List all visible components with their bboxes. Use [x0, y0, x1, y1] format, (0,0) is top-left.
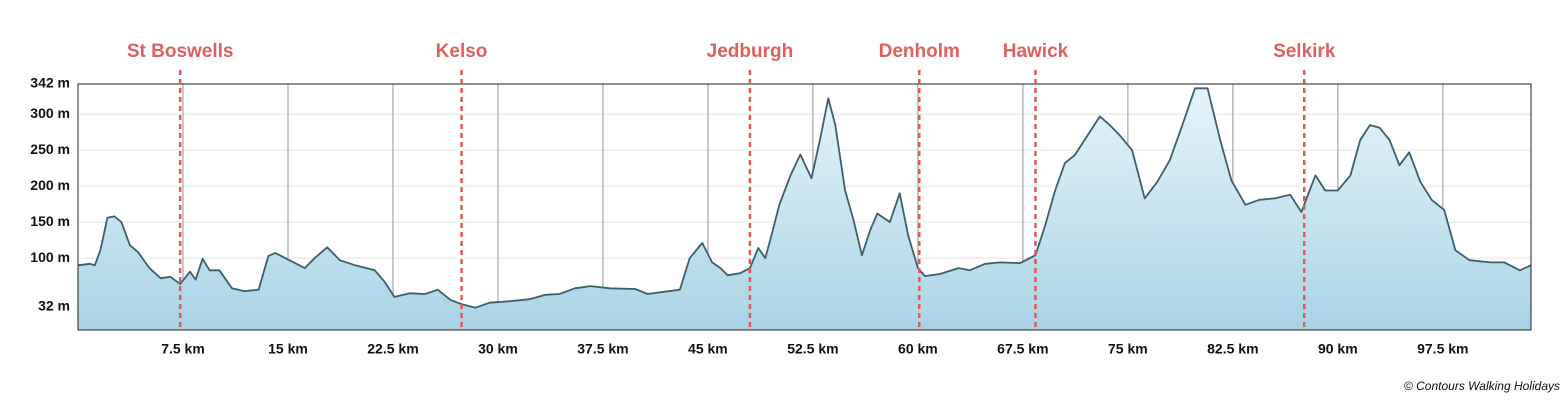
- town-label: St Boswells: [127, 41, 234, 62]
- x-tick-label: 90 km: [1318, 341, 1358, 357]
- y-tick-label: 250 m: [30, 141, 70, 157]
- x-tick-label: 30 km: [478, 341, 518, 357]
- elevation-area: [78, 88, 1531, 330]
- y-tick-label: 200 m: [30, 177, 70, 193]
- x-tick-label: 60 km: [898, 341, 938, 357]
- town-label: Kelso: [436, 41, 488, 62]
- x-tick-label: 75 km: [1108, 341, 1148, 357]
- x-tick-label: 7.5 km: [161, 341, 205, 357]
- x-tick-label: 82.5 km: [1207, 341, 1258, 357]
- y-tick-label: 300 m: [30, 105, 70, 121]
- y-tick-label: 150 m: [30, 213, 70, 229]
- y-tick-label: 32 m: [38, 298, 70, 314]
- town-label: Jedburgh: [707, 41, 794, 62]
- elevation-line: [77, 87, 1532, 309]
- plot-border: [77, 83, 1532, 331]
- x-tick-label: 67.5 km: [997, 341, 1048, 357]
- town-label: Denholm: [879, 41, 960, 62]
- town-label: Hawick: [1003, 41, 1069, 62]
- x-tick-label: 37.5 km: [577, 341, 628, 357]
- y-tick-label: 342 m: [30, 75, 70, 91]
- y-tick-label: 100 m: [30, 249, 70, 265]
- x-tick-label: 22.5 km: [367, 341, 418, 357]
- x-tick-label: 97.5 km: [1417, 341, 1468, 357]
- credit: © Contours Walking Holidays: [1404, 379, 1560, 393]
- x-tick-label: 15 km: [268, 341, 308, 357]
- town-label: Selkirk: [1273, 41, 1336, 62]
- x-tick-label: 45 km: [688, 341, 728, 357]
- x-tick-label: 52.5 km: [787, 341, 838, 357]
